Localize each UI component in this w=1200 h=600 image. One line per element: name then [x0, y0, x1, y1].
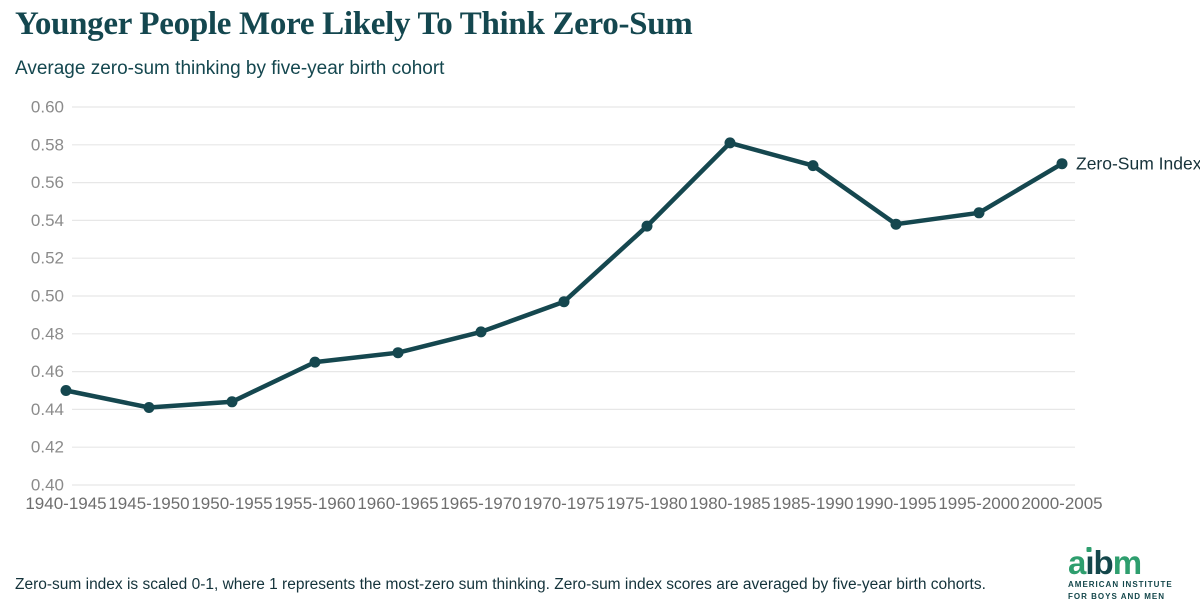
x-tick-label: 1975-1980 [606, 494, 687, 513]
logo-i-dot [1086, 547, 1092, 552]
footnote: Zero-sum index is scaled 0-1, where 1 re… [15, 576, 986, 593]
aibm-logo-caption-line2: FOR BOYS AND MEN [1068, 592, 1166, 600]
x-tick-label: 1980-1985 [689, 494, 770, 513]
logo-letter: a [1068, 544, 1086, 581]
y-tick-label: 0.52 [31, 249, 64, 268]
y-tick-label: 0.40 [31, 476, 64, 495]
data-point [1056, 158, 1068, 170]
x-tick-label: 1960-1965 [357, 494, 438, 513]
page-title: Younger People More Likely To Think Zero… [15, 6, 693, 42]
x-tick-label: 1940-1945 [25, 494, 106, 513]
aibm-logo-wordmark: aı bm [1068, 544, 1193, 581]
y-tick-label: 0.50 [31, 287, 64, 306]
aibm-logo: aı bm AMERICAN INSTITUTE FOR BOYS AND MEN [1068, 544, 1193, 600]
aibm-logo-caption-line1: AMERICAN INSTITUTE [1068, 580, 1173, 589]
data-point [973, 207, 985, 219]
logo-letter: ı [1085, 544, 1094, 581]
series-legend-label: Zero-Sum Index [1076, 154, 1200, 174]
y-tick-label: 0.44 [31, 400, 64, 419]
logo-letter: m [1112, 544, 1142, 581]
data-point [890, 218, 902, 230]
y-tick-label: 0.42 [31, 438, 64, 457]
data-point [309, 356, 321, 368]
x-tick-label: 1995-2000 [938, 494, 1019, 513]
data-point [60, 385, 72, 396]
data-point [558, 296, 570, 308]
data-point [724, 137, 736, 149]
y-tick-label: 0.58 [31, 135, 64, 154]
data-point [807, 160, 819, 172]
data-point [641, 220, 653, 232]
x-tick-label: 1970-1975 [523, 494, 604, 513]
x-tick-label: 1985-1990 [772, 494, 853, 513]
chart-subtitle: Average zero-sum thinking by five-year b… [15, 58, 445, 79]
data-point [475, 326, 487, 338]
data-point [226, 396, 238, 408]
x-tick-label: 1955-1960 [274, 494, 355, 513]
x-tick-label: 1950-1955 [191, 494, 272, 513]
y-tick-label: 0.60 [31, 98, 64, 117]
x-tick-label: 2000-2005 [1021, 494, 1102, 513]
data-point [392, 347, 404, 359]
x-tick-label: 1990-1995 [855, 494, 936, 513]
y-tick-label: 0.46 [31, 362, 64, 381]
data-point [143, 402, 155, 413]
y-tick-label: 0.48 [31, 324, 64, 343]
logo-letter: b [1093, 544, 1114, 581]
x-tick-label: 1945-1950 [108, 494, 189, 513]
y-tick-label: 0.54 [31, 211, 64, 230]
y-tick-label: 0.56 [31, 173, 64, 192]
x-tick-label: 1965-1970 [440, 494, 521, 513]
